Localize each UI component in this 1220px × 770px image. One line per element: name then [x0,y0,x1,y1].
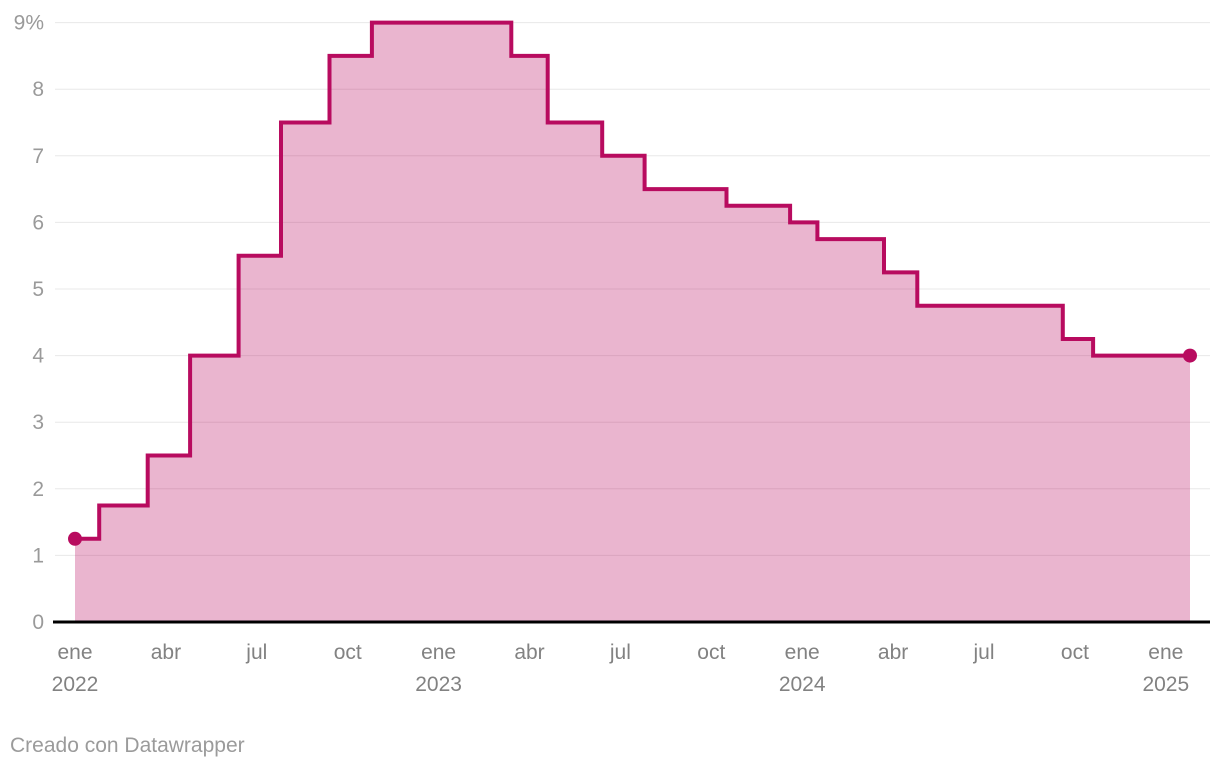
start-value-dot [68,531,82,546]
end-value-dot [1183,348,1197,363]
x-axis-month-label: ene [1148,641,1183,664]
y-axis-label: 8 [32,78,44,101]
x-axis-month-label: oct [334,641,362,664]
x-axis-month-label: jul [245,641,267,664]
x-axis-month-label: ene [57,641,92,664]
x-axis-month-label: jul [972,641,994,664]
datawrapper-link[interactable]: Datawrapper [124,734,245,757]
y-axis-label: 7 [32,145,44,168]
rate-area-fill [75,22,1190,623]
y-axis-label: 9% [14,12,44,35]
y-axis-label: 6 [32,211,44,234]
x-axis-month-label: ene [785,641,820,664]
x-axis-year-label: 2022 [52,673,99,696]
attribution: Creado con Datawrapper [10,733,245,758]
x-axis-year-label: 2025 [1142,673,1189,696]
x-axis-month-label: abr [151,641,181,664]
x-axis-year-label: 2023 [415,673,462,696]
x-axis-month-label: abr [878,641,908,664]
x-axis-month-label: ene [421,641,456,664]
y-axis-label: 1 [32,544,44,567]
y-axis-label: 3 [32,411,44,434]
x-axis-month-label: jul [609,641,631,664]
x-axis-month-label: abr [514,641,544,664]
x-axis-month-label: oct [697,641,725,664]
y-axis-label: 5 [32,278,44,301]
attribution-prefix: Creado con [10,734,125,757]
y-axis-label: 2 [32,478,44,501]
y-axis-label: 4 [32,345,44,368]
x-axis-year-label: 2024 [779,673,826,696]
y-axis-label: 0 [32,611,44,634]
rate-step-line [75,20,1190,541]
x-axis-month-label: oct [1061,641,1089,664]
